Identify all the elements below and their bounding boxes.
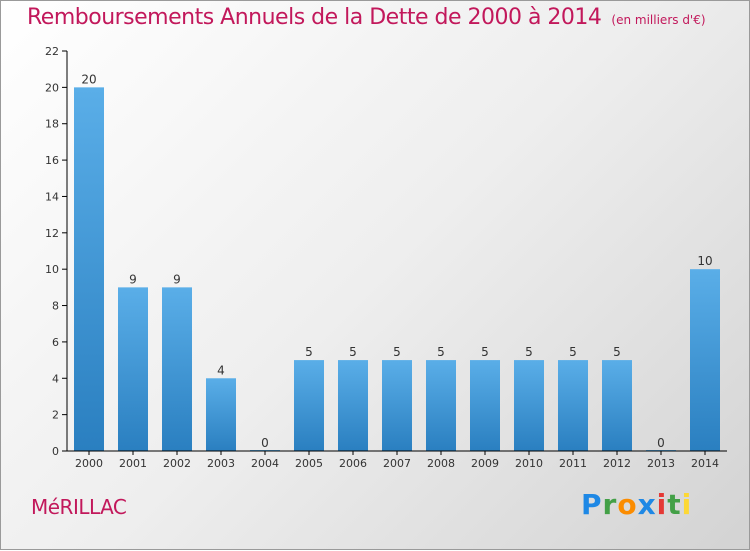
x-tick-label: 2014 xyxy=(691,457,719,470)
bar-value-label: 5 xyxy=(393,345,401,359)
logo-letter: o xyxy=(617,488,638,521)
bar-value-label: 9 xyxy=(129,272,137,286)
bar xyxy=(382,360,412,451)
x-tick-label: 2005 xyxy=(295,457,323,470)
bar-value-label: 5 xyxy=(525,345,533,359)
logo-letter: P xyxy=(581,488,603,521)
y-tick-label: 6 xyxy=(52,336,59,349)
bar-value-label: 5 xyxy=(349,345,357,359)
y-tick-label: 18 xyxy=(45,118,59,131)
logo-letter: i xyxy=(681,488,693,521)
bar-value-label: 5 xyxy=(437,345,445,359)
bar-value-label: 10 xyxy=(697,254,712,268)
proxiti-logo: Proxiti xyxy=(581,488,692,521)
y-tick-label: 16 xyxy=(45,154,59,167)
bar xyxy=(74,87,104,451)
bar-value-label: 0 xyxy=(261,436,269,450)
y-tick-label: 20 xyxy=(45,81,59,94)
bar xyxy=(514,360,544,451)
y-tick-label: 22 xyxy=(45,45,59,58)
bar xyxy=(206,378,236,451)
x-tick-label: 2009 xyxy=(471,457,499,470)
x-tick-label: 2001 xyxy=(119,457,147,470)
chart-title-text: Remboursements Annuels de la Dette de 20… xyxy=(27,5,602,30)
bar-value-label: 20 xyxy=(81,72,96,86)
bar xyxy=(162,287,192,451)
bar xyxy=(690,269,720,451)
x-tick-label: 2008 xyxy=(427,457,455,470)
y-tick-label: 4 xyxy=(52,372,59,385)
bar xyxy=(602,360,632,451)
chart-title: Remboursements Annuels de la Dette de 20… xyxy=(27,5,706,30)
x-tick-label: 2007 xyxy=(383,457,411,470)
bar-value-label: 4 xyxy=(217,363,225,377)
logo-letter: x xyxy=(637,488,657,521)
x-tick-label: 2006 xyxy=(339,457,367,470)
bar-value-label: 0 xyxy=(657,436,665,450)
x-tick-label: 2013 xyxy=(647,457,675,470)
x-tick-label: 2003 xyxy=(207,457,235,470)
bar-value-label: 5 xyxy=(305,345,313,359)
bar-value-label: 5 xyxy=(569,345,577,359)
bar xyxy=(558,360,588,451)
bar xyxy=(470,360,500,451)
bar xyxy=(426,360,456,451)
commune-name: MéRILLAC xyxy=(31,495,127,519)
y-tick-label: 2 xyxy=(52,409,59,422)
logo-letter: i xyxy=(656,488,668,521)
y-tick-label: 12 xyxy=(45,227,59,240)
y-tick-label: 0 xyxy=(52,445,59,458)
bar xyxy=(294,360,324,451)
y-tick-label: 10 xyxy=(45,263,59,276)
logo-letter: t xyxy=(667,488,682,521)
x-tick-label: 2011 xyxy=(559,457,587,470)
chart-subtitle: (en milliers d'€) xyxy=(611,13,706,27)
bar-value-label: 5 xyxy=(613,345,621,359)
y-tick-label: 14 xyxy=(45,190,59,203)
bar-value-label: 5 xyxy=(481,345,489,359)
y-tick-label: 8 xyxy=(52,300,59,313)
logo-letter: r xyxy=(602,488,618,521)
x-tick-label: 2002 xyxy=(163,457,191,470)
bar xyxy=(118,287,148,451)
x-tick-label: 2000 xyxy=(75,457,103,470)
x-tick-label: 2004 xyxy=(251,457,279,470)
x-tick-label: 2012 xyxy=(603,457,631,470)
bar xyxy=(338,360,368,451)
x-tick-label: 2010 xyxy=(515,457,543,470)
bar-value-label: 9 xyxy=(173,272,181,286)
